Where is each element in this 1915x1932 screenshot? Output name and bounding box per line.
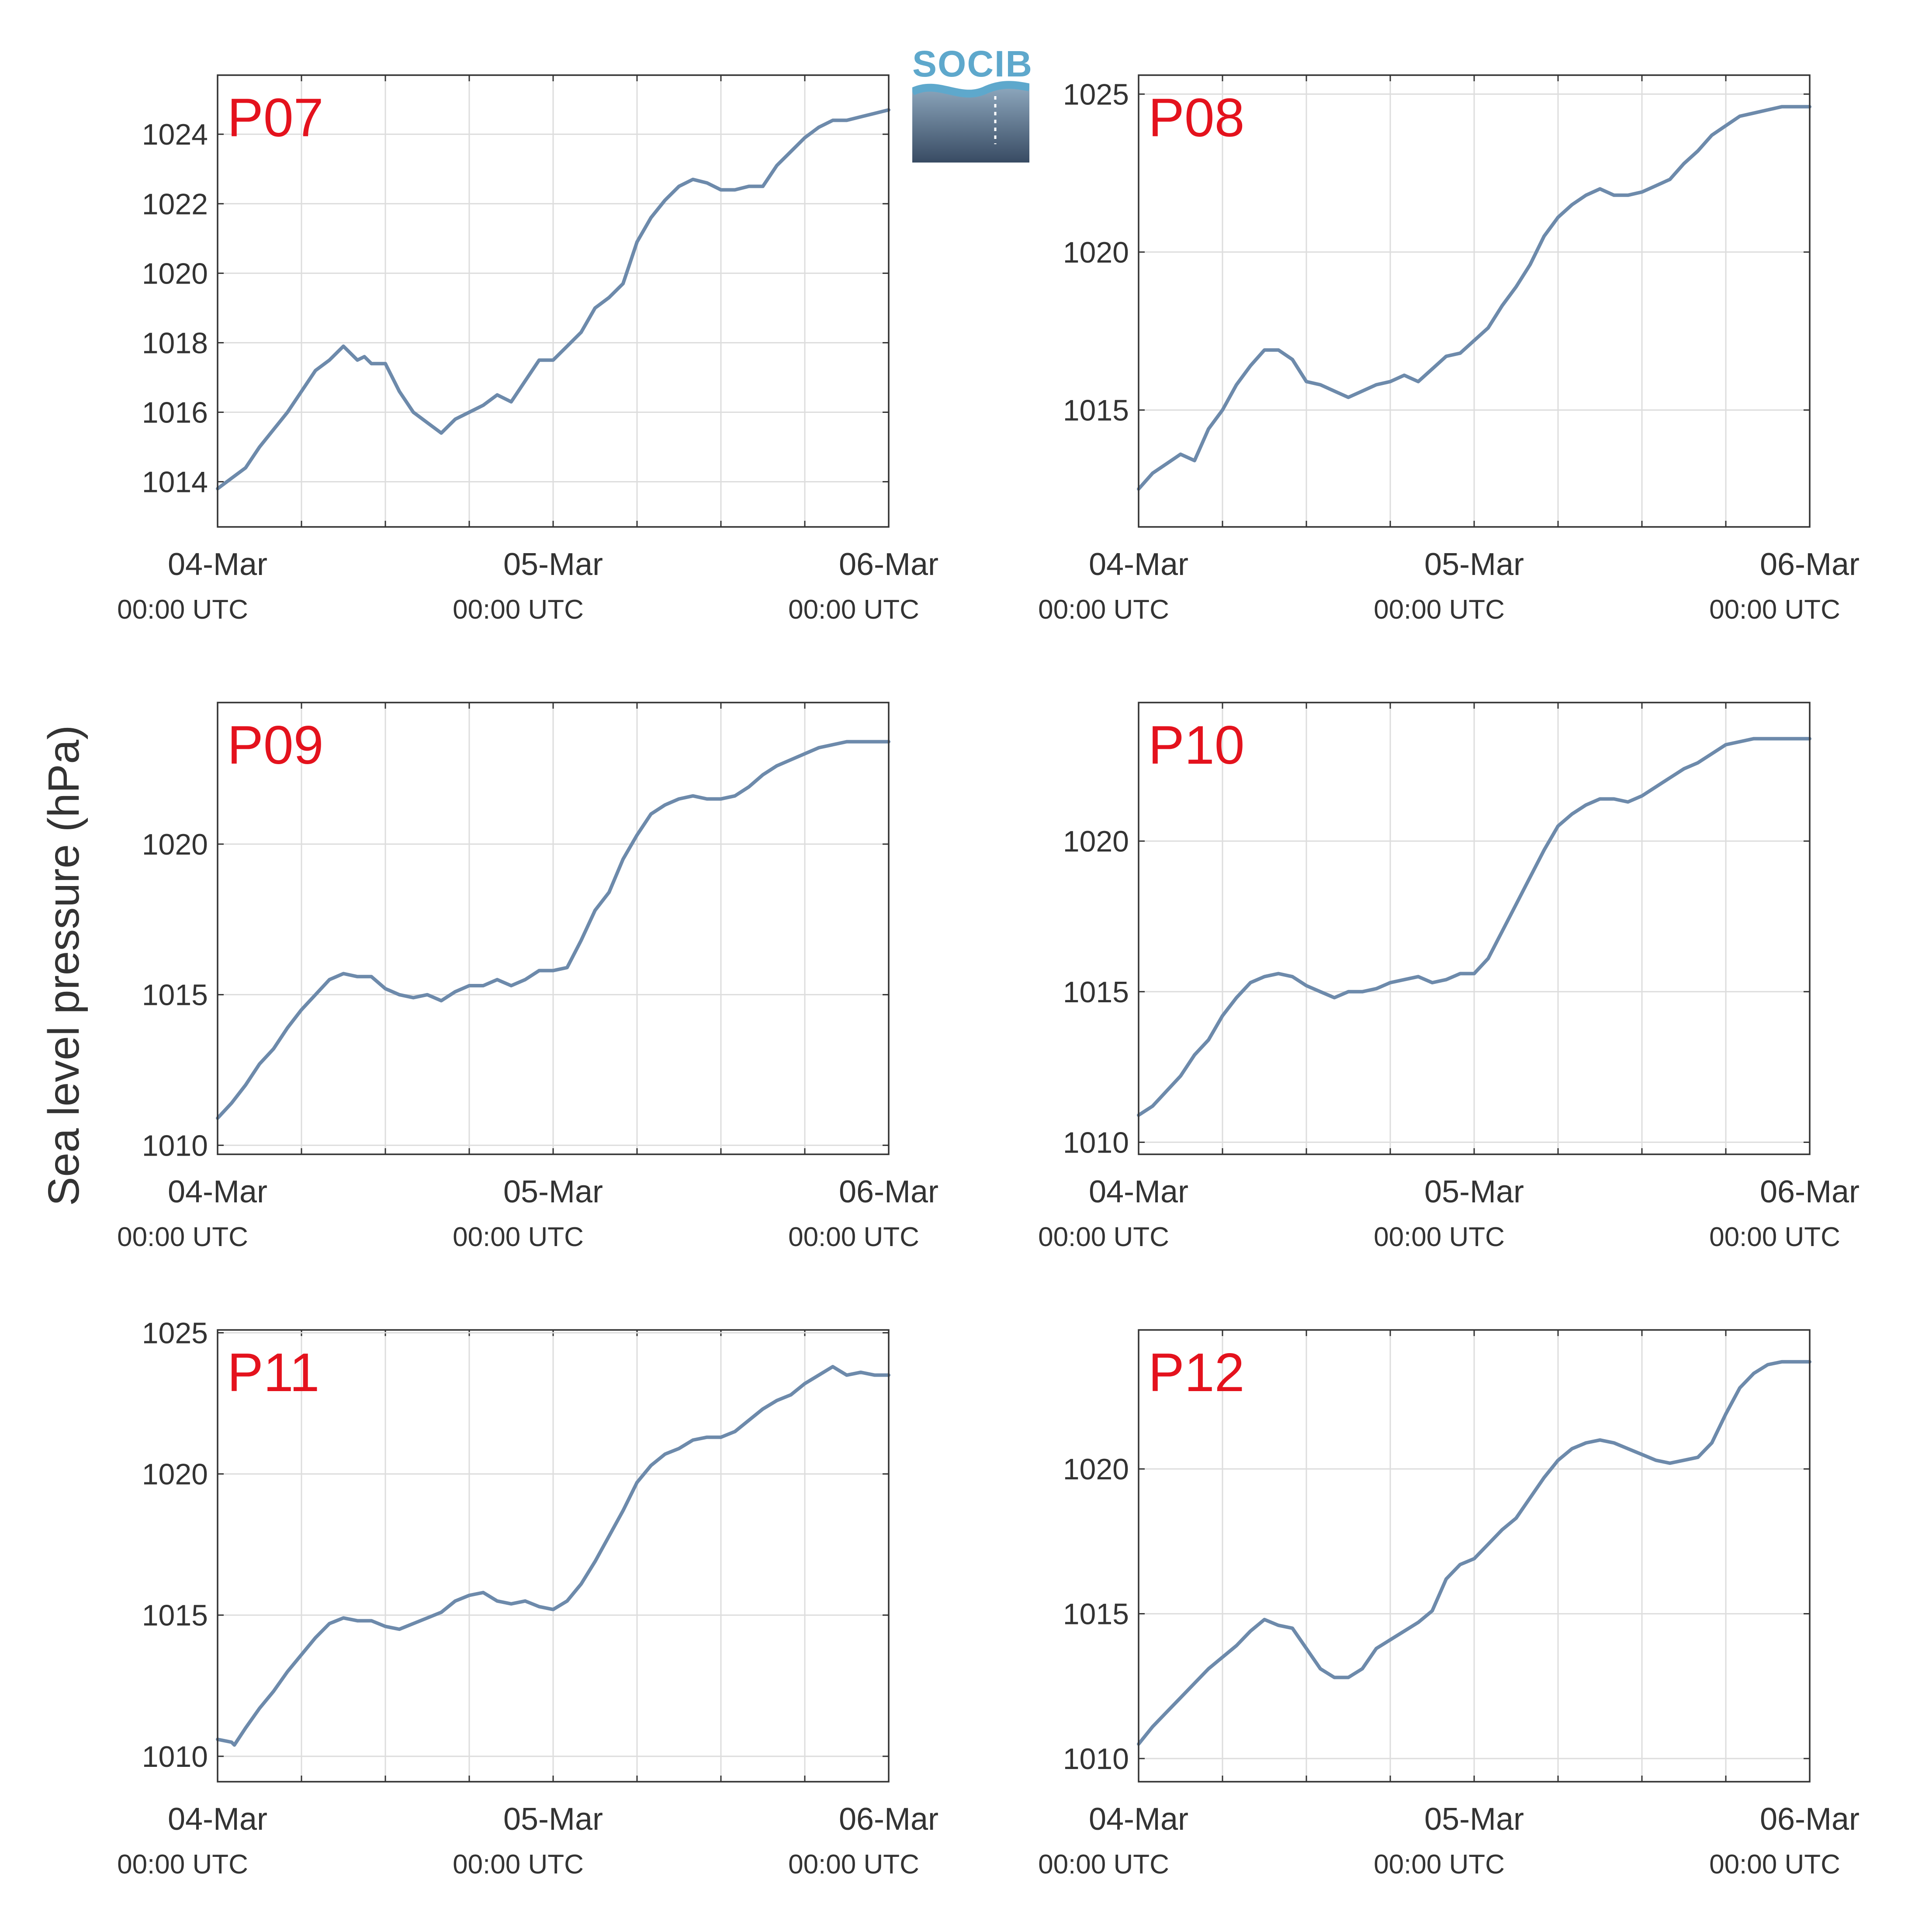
x-tick-label-date: 05-Mar (503, 547, 603, 582)
axes-frame (217, 74, 890, 528)
x-tick-label-date: 04-Mar (1089, 1174, 1188, 1209)
y-tick-label: 1014 (142, 466, 208, 499)
panel-title: P11 (227, 1343, 319, 1403)
x-tick-label-time: 00:00 UTC (788, 595, 919, 625)
chart-panel-p07: 1014 1016 1018 1020 1022 1024 04-Mar 00:00 UTC 0… (117, 74, 938, 625)
y-tick-label: 1015 (1063, 394, 1129, 427)
y-tick-label: 1020 (1063, 1453, 1129, 1486)
x-tick-label-time: 00:00 UTC (1374, 595, 1505, 625)
chart-panel-p08: 1015 1020 1025 04-Mar 00:00 UTC 05-Mar 00:00 U… (1038, 74, 1860, 625)
panel-title: P12 (1148, 1343, 1245, 1403)
x-tick-label-date: 05-Mar (1424, 1174, 1524, 1209)
y-tick-label: 1024 (142, 118, 208, 151)
axes-frame (217, 1329, 890, 1783)
chart-panel-p12: 1010 1015 1020 04-Mar 00:00 UTC 05-Mar 00:00 U… (1038, 1329, 1860, 1880)
y-tick-label: 1016 (142, 396, 208, 429)
x-tick-label-time: 00:00 UTC (1709, 1222, 1840, 1252)
x-tick-label-time: 00:00 UTC (788, 1849, 919, 1880)
x-tick-label-time: 00:00 UTC (117, 595, 248, 625)
y-axis-label: Sea level pressure (hPa) (39, 725, 88, 1206)
series-line (1137, 737, 1811, 1117)
y-tick-label: 1022 (142, 187, 208, 221)
series-line (216, 108, 890, 491)
x-tick-label-time: 00:00 UTC (1709, 1849, 1840, 1880)
y-tick-label: 1010 (142, 1740, 208, 1773)
y-tick-label: 1015 (142, 979, 208, 1012)
y-tick-label: 1020 (142, 257, 208, 290)
y-tick-label: 1020 (1063, 236, 1129, 269)
y-tick-label: 1025 (1063, 78, 1129, 111)
axes-frame (1138, 1329, 1811, 1783)
x-tick-label-date: 06-Mar (1760, 1802, 1860, 1837)
y-tick-label: 1015 (142, 1599, 208, 1632)
x-tick-label-date: 05-Mar (1424, 547, 1524, 582)
y-tick-label: 1020 (1063, 825, 1129, 858)
x-tick-label-date: 06-Mar (839, 1174, 938, 1209)
axes-frame (1138, 74, 1811, 528)
y-tick-label: 1010 (142, 1129, 208, 1162)
y-tick-label: 1015 (1063, 976, 1129, 1009)
x-tick-label-date: 04-Mar (1089, 547, 1188, 582)
series-line (1137, 1360, 1811, 1746)
x-tick-label-time: 00:00 UTC (117, 1849, 248, 1880)
panel-title: P08 (1148, 88, 1245, 148)
panel-title: P07 (227, 88, 324, 148)
x-tick-label-time: 00:00 UTC (453, 1849, 584, 1880)
logo-wave-icon (912, 81, 1029, 163)
x-tick-label-date: 06-Mar (839, 1802, 938, 1837)
series-line (216, 1365, 890, 1747)
series-line (1137, 105, 1811, 491)
panel-title: P10 (1148, 715, 1245, 776)
x-tick-label-time: 00:00 UTC (1374, 1222, 1505, 1252)
panel-title: P09 (227, 715, 324, 776)
x-tick-label-date: 05-Mar (503, 1174, 603, 1209)
y-tick-label: 1015 (1063, 1598, 1129, 1631)
x-tick-label-time: 00:00 UTC (1709, 595, 1840, 625)
y-tick-label: 1018 (142, 326, 208, 360)
y-tick-label: 1010 (1063, 1742, 1129, 1776)
chart-panel-p10: 1010 1015 1020 04-Mar 00:00 UTC 05-Mar 00:00 U… (1038, 702, 1860, 1252)
panels: 1014 1016 1018 1020 1022 1024 04-Mar 00:00 UTC 0… (117, 74, 1860, 1880)
series-line (216, 740, 890, 1120)
y-tick-label: 1010 (1063, 1126, 1129, 1159)
x-tick-label-date: 04-Mar (168, 1802, 267, 1837)
x-tick-label-time: 00:00 UTC (117, 1222, 248, 1252)
x-tick-label-date: 04-Mar (1089, 1802, 1188, 1837)
socib-logo: SOCIB (912, 43, 1033, 166)
x-tick-label-date: 04-Mar (168, 1174, 267, 1209)
x-tick-label-time: 00:00 UTC (1374, 1849, 1505, 1880)
x-tick-label-time: 00:00 UTC (1038, 595, 1169, 625)
x-tick-label-date: 06-Mar (839, 547, 938, 582)
x-tick-label-date: 04-Mar (168, 547, 267, 582)
x-tick-label-date: 06-Mar (1760, 1174, 1860, 1209)
y-tick-label: 1025 (142, 1316, 208, 1350)
x-tick-label-time: 00:00 UTC (788, 1222, 919, 1252)
x-tick-label-date: 05-Mar (1424, 1802, 1524, 1837)
x-tick-label-time: 00:00 UTC (453, 1222, 584, 1252)
y-tick-label: 1020 (142, 828, 208, 861)
x-tick-label-date: 06-Mar (1760, 547, 1860, 582)
x-tick-label-date: 05-Mar (503, 1802, 603, 1837)
chart-panel-p09: 1010 1015 1020 04-Mar 00:00 UTC 05-Mar 00:00 U… (117, 702, 938, 1252)
y-tick-label: 1020 (142, 1458, 208, 1491)
axes-frame (217, 702, 890, 1155)
x-tick-label-time: 00:00 UTC (453, 595, 584, 625)
x-tick-label-time: 00:00 UTC (1038, 1222, 1169, 1252)
axes-frame (1138, 702, 1811, 1155)
logo-text: SOCIB (912, 43, 1033, 84)
x-tick-label-time: 00:00 UTC (1038, 1849, 1169, 1880)
chart-panel-p11: 1010 1015 1020 1025 04-Mar 00:00 UTC 05-Mar 00:… (117, 1316, 938, 1880)
